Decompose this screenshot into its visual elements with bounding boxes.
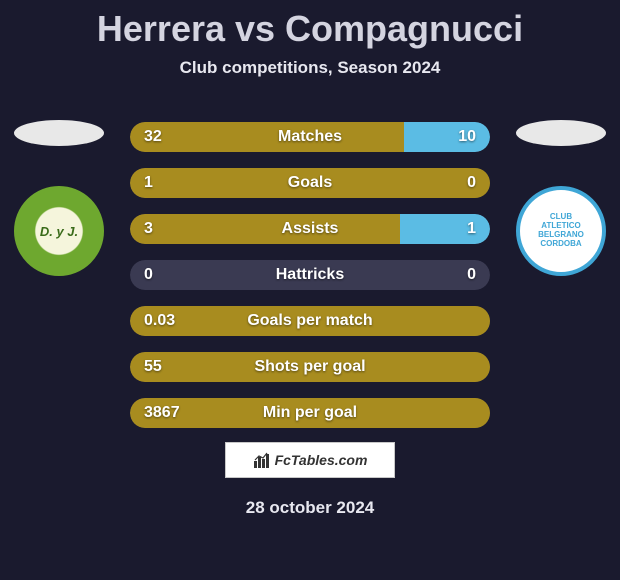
- stat-row: 55Shots per goal: [130, 352, 490, 382]
- stat-label: Goals: [130, 168, 490, 198]
- page-title: Herrera vs Compagnucci: [0, 0, 620, 50]
- team-crest-right: CLUBATLETICOBELGRANOCORDOBA: [516, 186, 606, 276]
- stat-label: Min per goal: [130, 398, 490, 428]
- right-ellipse: [516, 120, 606, 146]
- crest-right-text: CLUBATLETICOBELGRANOCORDOBA: [538, 213, 584, 248]
- chart-icon: [253, 451, 271, 469]
- stat-row: 31Assists: [130, 214, 490, 244]
- page-subtitle: Club competitions, Season 2024: [0, 58, 620, 78]
- stat-row: 00Hattricks: [130, 260, 490, 290]
- player-left-column: [14, 120, 104, 276]
- footer-date: 28 october 2024: [0, 498, 620, 518]
- brand-logo: FcTables.com: [225, 442, 395, 478]
- stat-row: 0.03Goals per match: [130, 306, 490, 336]
- stat-label: Goals per match: [130, 306, 490, 336]
- stat-label: Assists: [130, 214, 490, 244]
- stat-row: 10Goals: [130, 168, 490, 198]
- brand-text: FcTables.com: [275, 452, 368, 468]
- stat-label: Matches: [130, 122, 490, 152]
- stat-row: 3867Min per goal: [130, 398, 490, 428]
- player-right-column: CLUBATLETICOBELGRANOCORDOBA: [516, 120, 606, 276]
- team-crest-left: [14, 186, 104, 276]
- stat-label: Hattricks: [130, 260, 490, 290]
- stat-label: Shots per goal: [130, 352, 490, 382]
- left-ellipse: [14, 120, 104, 146]
- stat-row: 3210Matches: [130, 122, 490, 152]
- comparison-bars: 3210Matches 10Goals 31Assists 00Hattricks 0.…: [130, 122, 490, 444]
